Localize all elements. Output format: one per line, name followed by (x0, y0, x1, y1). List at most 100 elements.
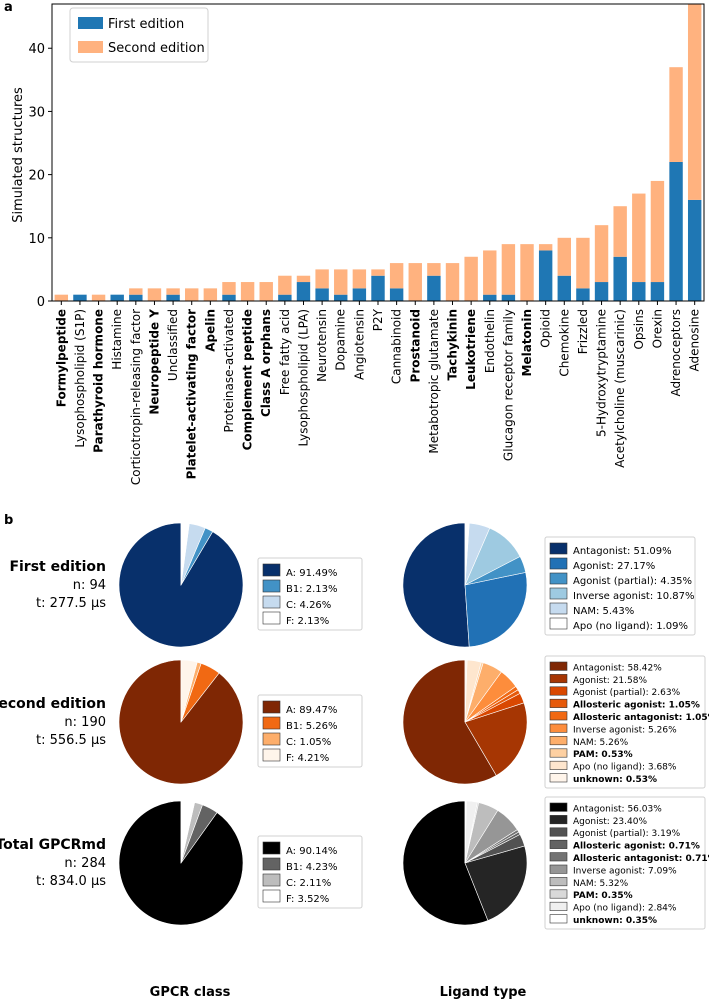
pie-row-total-gpcrmd: Total GPCRmd n: 284 t: 834.0 μs A: 90.14% B1… (0, 796, 709, 930)
x-tick-label-adrenoceptors: Adrenoceptors (669, 309, 683, 396)
ligand-pie-total-gpcrmd-legend-swatch (549, 901, 568, 911)
x-tick-label-metabotropic-glutamate: Metabotropic glutamate (427, 309, 441, 454)
class-pie-total-gpcrmd-legend-label: A: 90.14% (286, 846, 337, 857)
ligand-pie-total-gpcrmd-legend-swatch (549, 877, 568, 887)
bar-first-edition-histamine (110, 294, 124, 301)
ligand-pie-second-edition-slice-agonist (464, 702, 528, 776)
bar-second-edition-orexin (650, 180, 665, 283)
ligand-pie-second-edition-legend-label: Allosteric agonist: 1.05% (573, 701, 700, 711)
row-time: t: 834.0 μs (36, 874, 106, 889)
bar-second-edition-p2y (371, 269, 385, 276)
ligand-pie-first-edition-legend-swatch (549, 572, 568, 585)
class-pie-first-edition-legend-swatch (262, 563, 281, 577)
x-tick-label-parathyroid-hormone: Parathyroid hormone (92, 309, 106, 453)
class-pie-first-edition-legend-label: B1: 2.13% (286, 584, 338, 595)
row-title: Second edition (0, 696, 106, 712)
x-tick-label-neuropeptide-y: Neuropeptide Y (147, 309, 161, 415)
legend-frame (69, 7, 209, 63)
bar-first-edition-endothelin (483, 294, 497, 301)
x-tick-label-glucagon-receptor-family: Glucagon receptor family (501, 309, 515, 461)
bar-second-edition-parathyroid-hormone (91, 294, 106, 301)
bar-second-edition-neurotensin (315, 269, 329, 289)
x-tick-label-histamine: Histamine (110, 309, 124, 370)
bar-second-edition-frizzled (576, 237, 590, 289)
bar-first-edition-adenosine (687, 199, 702, 301)
bar-first-edition-free-fatty-acid (278, 294, 292, 301)
x-tick-label-leukotriene: Leukotriene (464, 309, 478, 390)
bar-second-edition-dopamine (334, 269, 348, 295)
ligand-pie-total-gpcrmd-legend-label: Inverse agonist: 7.09% (573, 866, 677, 876)
ligand-pie-total-gpcrmd-legend-swatch (549, 827, 568, 837)
bar-second-edition-angiotensin (352, 269, 367, 289)
x-tick-label-tachykinin: Tachykinin (446, 309, 460, 381)
bar-second-edition-class-a-orphans (259, 282, 273, 301)
ligand-pie-second-edition-slice-antagonist (402, 659, 497, 785)
ligand-pie-total-gpcrmd-legend-swatch (549, 914, 568, 924)
bar-second-edition-opsins (632, 193, 646, 283)
bar-first-edition-metabotropic-glutamate (427, 275, 441, 301)
class-pie-second-edition-legend-label: C: 1.05% (286, 737, 331, 748)
class-pie-total-gpcrmd-slice-f (180, 800, 195, 864)
ligand-pie-total-gpcrmd-legend-label: NAM: 5.32% (573, 879, 629, 889)
bar-second-edition-5-hydroxytryptamine (594, 225, 609, 283)
x-tick-label-p2y: P2Y (371, 308, 385, 331)
bar-first-edition-dopamine (334, 294, 348, 301)
class-pie-first-edition-legend-swatch (262, 611, 281, 625)
row-time: t: 277.5 μs (36, 596, 106, 611)
ligand-pie-first-edition-legend-swatch (549, 587, 568, 600)
bar-second-edition-chemokine (557, 237, 571, 276)
class-pie-second-edition-legend-swatch (262, 716, 281, 730)
bar-first-edition-opsins (632, 282, 646, 301)
bar-second-edition-glucagon-receptor-family (501, 244, 516, 295)
ligand-pie-total-gpcrmd-legend-frame (544, 796, 706, 930)
ligand-pie-total-gpcrmd-legend-label: Antagonist: 56.03% (573, 804, 662, 814)
ligand-pie-total-gpcrmd-slice-unknown (464, 800, 467, 864)
column-title-ligand-type: Ligand type (440, 985, 527, 1000)
ligand-pie-second-edition-legend-swatch (549, 686, 568, 696)
row-count: n: 190 (64, 715, 106, 730)
x-tick-label-endothelin: Endothelin (483, 309, 497, 373)
ligand-pie-first-edition-legend-swatch (549, 542, 568, 555)
y-axis-label: Simulated structures (11, 87, 26, 223)
bar-second-edition-cannabinoid (389, 263, 404, 289)
bar-first-edition-corticotropin-releasing-factor (129, 294, 143, 301)
ligand-pie-first-edition-legend-label: Agonist (partial): 4.35% (573, 576, 692, 587)
ligand-pie-first-edition-legend-swatch (549, 557, 568, 570)
x-tick-label-chemokine: Chemokine (557, 309, 571, 377)
x-tick-label-acetylcholine-muscarinic: Acetylcholine (muscarinic) (613, 309, 627, 468)
bar-first-edition-chemokine (557, 275, 571, 301)
x-tick-label-neurotensin: Neurotensin (315, 309, 329, 382)
bar-first-edition-opioid (538, 250, 553, 301)
ligand-pie-second-edition-legend-swatch (549, 723, 568, 733)
ligand-pie-total-gpcrmd-slice-antagonist (402, 800, 489, 926)
ligand-pie-first-edition-legend-swatch (549, 602, 568, 615)
class-pie-first-edition-legend-swatch (262, 595, 281, 609)
column-title-gpcr-class: GPCR class (150, 985, 231, 1000)
ligand-pie-second-edition-legend-label: Allosteric antagonist: 1.05% (573, 713, 709, 723)
bar-second-edition-platelet-activating-factor (185, 288, 199, 301)
x-tick-label-angiotensin: Angiotensin (352, 309, 366, 380)
panel-b-label: b (4, 513, 13, 528)
class-pie-first-edition-slice-f (180, 522, 190, 586)
x-tick-label-frizzled: Frizzled (576, 309, 590, 354)
x-tick-label-apelin: Apelin (203, 309, 217, 352)
bar-second-edition-complement-peptide (240, 282, 255, 301)
ligand-pie-second-edition-legend-frame (544, 655, 706, 789)
class-pie-second-edition-legend-label: A: 89.47% (286, 705, 337, 716)
pie-row-first-edition: First edition n: 94 t: 277.5 μs A: 91.49% B1… (9, 522, 696, 648)
bar-second-edition-formylpeptide (54, 294, 69, 301)
class-pie-second-edition-legend-swatch (262, 732, 281, 746)
bar-second-edition-tachykinin (445, 263, 460, 301)
x-tick-label-prostanoid: Prostanoid (408, 309, 422, 382)
stacked-bar-chart: 0 10 20 30 40 Formylpeptide Lysophospholipid … (11, 3, 705, 485)
ligand-pie-total-gpcrmd-legend-label: Allosteric agonist: 0.71% (573, 842, 700, 852)
bar-first-edition-proteinase-activated (222, 294, 236, 301)
bar-second-edition-prostanoid (408, 263, 422, 301)
bar-second-edition-acetylcholine-muscarinic (613, 206, 627, 257)
y-ticks: 0 10 20 30 40 (28, 42, 52, 310)
class-pie-second-edition-legend-label: B1: 5.26% (286, 721, 338, 732)
bar-second-edition-endothelin (483, 250, 497, 295)
ligand-pie-total-gpcrmd-legend-swatch (549, 802, 568, 812)
row-title: Total GPCRmd (0, 837, 106, 853)
ligand-pie-second-edition-legend-label: Agonist (partial): 2.63% (573, 688, 681, 698)
